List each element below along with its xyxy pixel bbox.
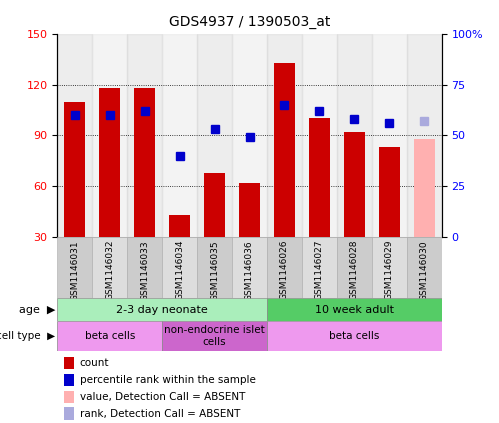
Bar	[57, 298, 267, 321]
Bar	[92, 237, 127, 298]
Bar	[99, 88, 120, 237]
Text: GSM1146026: GSM1146026	[280, 240, 289, 300]
Bar	[169, 215, 190, 237]
Text: rank, Detection Call = ABSENT: rank, Detection Call = ABSENT	[80, 409, 240, 418]
Bar	[63, 357, 74, 369]
Text: non-endocrine islet
cells: non-endocrine islet cells	[164, 325, 265, 347]
Bar	[204, 173, 225, 237]
Text: GSM1146032: GSM1146032	[105, 240, 114, 300]
Bar	[64, 102, 85, 237]
Bar	[63, 374, 74, 386]
Bar	[232, 34, 267, 237]
Text: cell type  ▶: cell type ▶	[0, 331, 55, 341]
Text: beta cells: beta cells	[85, 331, 135, 341]
Bar	[63, 407, 74, 420]
Bar	[232, 237, 267, 298]
Text: GSM1146036: GSM1146036	[245, 240, 254, 301]
Text: 2-3 day neonate: 2-3 day neonate	[116, 305, 208, 315]
Bar	[134, 88, 155, 237]
Text: GSM1146029: GSM1146029	[385, 240, 394, 300]
Bar	[267, 321, 442, 351]
Bar	[379, 147, 400, 237]
Bar	[309, 118, 330, 237]
Bar	[162, 237, 197, 298]
Bar	[337, 237, 372, 298]
Bar	[372, 34, 407, 237]
Text: GDS4937 / 1390503_at: GDS4937 / 1390503_at	[169, 15, 330, 29]
Bar	[239, 183, 260, 237]
Bar	[302, 237, 337, 298]
Text: value, Detection Call = ABSENT: value, Detection Call = ABSENT	[80, 392, 245, 401]
Bar	[127, 34, 162, 237]
Bar	[372, 237, 407, 298]
Text: GSM1146033: GSM1146033	[140, 240, 149, 301]
Text: GSM1146028: GSM1146028	[350, 240, 359, 300]
Bar	[162, 321, 267, 351]
Text: 10 week adult: 10 week adult	[315, 305, 394, 315]
Text: GSM1146030: GSM1146030	[420, 240, 429, 301]
Bar	[197, 237, 232, 298]
Bar	[197, 34, 232, 237]
Bar	[274, 63, 295, 237]
Bar	[267, 237, 302, 298]
Bar	[337, 34, 372, 237]
Text: percentile rank within the sample: percentile rank within the sample	[80, 375, 255, 385]
Text: GSM1146031: GSM1146031	[70, 240, 79, 301]
Bar	[57, 34, 92, 237]
Bar	[92, 34, 127, 237]
Bar	[407, 237, 442, 298]
Bar	[302, 34, 337, 237]
Bar	[267, 34, 302, 237]
Bar	[127, 237, 162, 298]
Text: GSM1146034: GSM1146034	[175, 240, 184, 300]
Bar	[162, 34, 197, 237]
Text: GSM1146035: GSM1146035	[210, 240, 219, 301]
Text: beta cells: beta cells	[329, 331, 379, 341]
Text: age  ▶: age ▶	[18, 305, 55, 315]
Text: GSM1146027: GSM1146027	[315, 240, 324, 300]
Text: count: count	[80, 358, 109, 368]
Bar	[267, 298, 442, 321]
Bar	[407, 34, 442, 237]
Bar	[344, 132, 365, 237]
Bar	[57, 237, 92, 298]
Bar	[414, 139, 435, 237]
Bar	[63, 390, 74, 403]
Bar	[57, 321, 162, 351]
